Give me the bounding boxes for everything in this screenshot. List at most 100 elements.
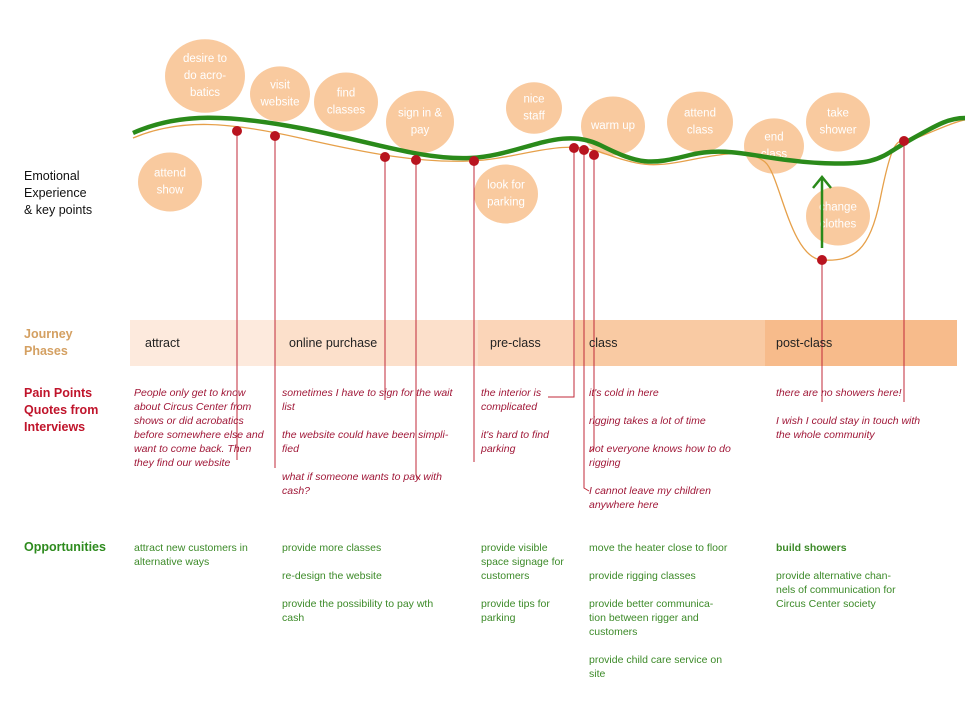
text-line: customers [589, 626, 638, 638]
text-line: about Circus Center from [134, 401, 252, 413]
connector [583, 150, 590, 492]
opportunity: provide child care service on site [589, 653, 727, 681]
text-line: provide more classes [282, 542, 382, 554]
bubble-label: desire to [183, 53, 227, 65]
bubble [250, 66, 310, 122]
text-line: list [282, 401, 295, 413]
up-arrow [812, 175, 832, 248]
opportunity: move the heater close to floor [589, 541, 727, 555]
key-point [569, 143, 579, 153]
bubble [744, 118, 804, 174]
pain-point: People only get to know about Circus Cent… [134, 386, 264, 470]
pain-point: there are no showers here! [776, 386, 920, 400]
key-point [411, 155, 421, 165]
text-line: provide visible [481, 542, 548, 554]
pain-point-column: it's cold in here rigging takes a lot of … [589, 386, 731, 512]
text-line: parking [481, 443, 516, 455]
bubble-label: nice [523, 94, 544, 106]
bubble-label: look for [487, 180, 525, 192]
text-line: Quotes from [24, 403, 99, 417]
connectors [236, 131, 905, 492]
key-point [899, 136, 909, 146]
row-label: Opportunities [24, 539, 106, 556]
bubble-label: warm up [590, 120, 635, 132]
key-point [817, 255, 827, 265]
pain-point-column: sometimes I have to sign for the wait lis… [282, 386, 452, 498]
text-line: there are no showers here! [776, 387, 902, 399]
bubble-label: classes [327, 105, 366, 117]
bubble-label: change [819, 202, 857, 214]
bubble-label: attend [154, 168, 186, 180]
pain-point: sometimes I have to sign for the wait lis… [282, 386, 452, 414]
row-label: Emotional Experience & key points [24, 168, 92, 219]
text-line: tion between rigger and [589, 612, 699, 624]
phase-band [765, 320, 957, 366]
opportunity: re-design the website [282, 569, 433, 583]
opportunity: provide rigging classes [589, 569, 727, 583]
opportunity: provide alternative chan-nels of communi… [776, 569, 896, 611]
text-line: attract new customers in [134, 542, 248, 554]
key-points [232, 126, 909, 265]
text-line: provide tips for [481, 598, 550, 610]
text-line: & key points [24, 203, 93, 217]
pain-point-column: the interior is complicated it's hard to f… [481, 386, 549, 456]
bubble-label: show [157, 185, 185, 197]
row-label: Pain Points Quotes from Interviews [24, 385, 98, 436]
bubble-label: class [687, 125, 713, 137]
text-line: re-design the website [282, 570, 382, 582]
pain-point: what if someone wants to pay with cash? [282, 470, 452, 498]
opportunity: provide the possibility to pay wth cash [282, 597, 433, 625]
text-line: Opportunities [24, 540, 106, 554]
bubble-label: take [827, 108, 849, 120]
bubble [474, 164, 538, 224]
phase-band [130, 320, 275, 366]
bubble [138, 152, 202, 212]
opportunity: provide better communica-tion between ri… [589, 597, 727, 639]
pain-point: the website could have been simpli-fied [282, 428, 452, 456]
opportunity-column: move the heater close to floor provide ri… [589, 541, 727, 681]
text-line: cash [282, 612, 305, 624]
text-line: the website could have been simpli- [282, 429, 449, 441]
opportunity: build showers [776, 541, 896, 555]
pain-point: I wish I could stay in touch with the who… [776, 414, 920, 442]
text-line: I cannot leave my children [589, 485, 711, 497]
bubble-label: find [337, 88, 356, 100]
pain-point: the interior is complicated [481, 386, 549, 414]
bubble-label: end [764, 132, 783, 144]
key-point [380, 152, 390, 162]
text-line: provide better communica- [589, 598, 714, 610]
pain-point-column: People only get to know about Circus Cent… [134, 386, 264, 470]
emotion-curve [132, 115, 966, 166]
text-line: Pain Points [24, 386, 93, 400]
opportunity: provide more classes [282, 541, 433, 555]
connector [589, 155, 595, 453]
text-line: Emotional [24, 169, 80, 183]
bubble-label: clothes [820, 219, 857, 231]
phase-band [478, 320, 575, 366]
opportunity-column: attract new customers in alternative ways [134, 541, 248, 569]
phase-label: class [589, 336, 618, 350]
phase-label: attract [145, 336, 180, 350]
text-line: move the heater close to floor [589, 542, 728, 554]
phase-band [575, 320, 765, 366]
text-line: parking [481, 612, 516, 624]
bubble [806, 92, 870, 152]
bubble [314, 72, 378, 132]
text-line: Circus Center society [776, 598, 876, 610]
bubble [506, 82, 562, 134]
text-line: provide the possibility to pay wth [282, 598, 434, 610]
bubble-label: attend [684, 108, 716, 120]
text-line: want to come back. Then [134, 443, 252, 455]
text-line: provide alternative chan- [776, 570, 891, 582]
bubble-label: visit [270, 80, 291, 92]
text-line: shows or did acrobatics [134, 415, 244, 427]
text-line: sometimes I have to sign for the wait [282, 387, 453, 399]
connector [415, 160, 421, 481]
key-point [589, 150, 599, 160]
bubble [386, 90, 454, 154]
bubble-label: parking [487, 197, 525, 209]
text-line: provide rigging classes [589, 570, 696, 582]
text-line: Interviews [24, 420, 86, 434]
